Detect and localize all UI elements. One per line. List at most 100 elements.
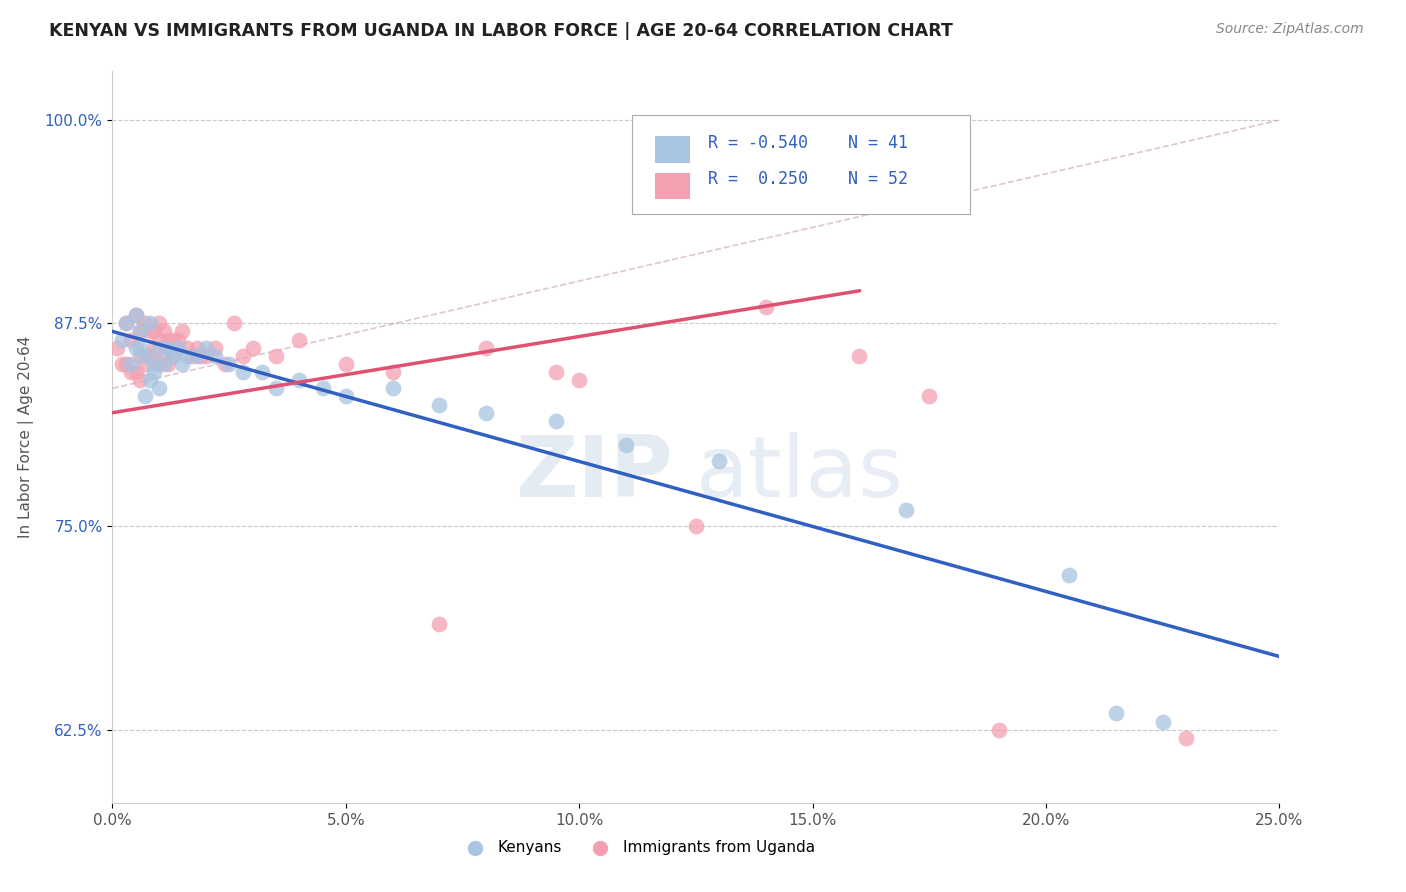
Point (134, 389, 156, 403)
Point (264, 381, 287, 395)
Point (148, 341, 170, 355)
Point (157, 333, 180, 347)
Text: Source: ZipAtlas.com: Source: ZipAtlas.com (1216, 22, 1364, 37)
Point (166, 341, 188, 355)
Point (134, 357, 156, 371)
Point (153, 349, 176, 363)
Point (427, 398, 450, 412)
Point (153, 325, 176, 339)
Point (176, 341, 198, 355)
Point (264, 349, 287, 363)
Point (139, 325, 162, 339)
Point (120, 357, 142, 371)
Point (143, 341, 166, 355)
Point (120, 365, 142, 379)
Point (335, 389, 357, 403)
Point (115, 316, 138, 330)
FancyBboxPatch shape (631, 115, 970, 214)
Y-axis label: In Labor Force | Age 20-64: In Labor Force | Age 20-64 (18, 336, 34, 538)
Point (129, 373, 152, 387)
Point (148, 316, 170, 330)
Point (475, 341, 498, 355)
Point (153, 357, 176, 371)
Legend: Kenyans, Immigrants from Uganda: Kenyans, Immigrants from Uganda (454, 834, 821, 861)
Point (194, 349, 217, 363)
Point (475, 406, 498, 420)
Point (125, 308, 148, 322)
Point (427, 617, 450, 632)
Point (204, 349, 226, 363)
Point (134, 349, 156, 363)
Point (162, 349, 184, 363)
Point (143, 365, 166, 379)
Point (111, 357, 134, 371)
Point (544, 414, 567, 428)
Point (129, 341, 152, 355)
Point (125, 341, 148, 355)
FancyBboxPatch shape (655, 136, 690, 163)
Point (129, 325, 152, 339)
Point (176, 349, 198, 363)
Point (143, 357, 166, 371)
Point (988, 723, 1011, 737)
Point (214, 357, 236, 371)
Point (709, 454, 731, 468)
Text: atlas: atlas (696, 432, 904, 516)
Point (1175, 731, 1198, 745)
Point (180, 349, 202, 363)
Point (111, 333, 134, 347)
Point (139, 316, 162, 330)
Point (157, 357, 180, 371)
Point (232, 349, 254, 363)
Point (120, 333, 142, 347)
Point (194, 341, 217, 355)
Point (190, 349, 212, 363)
Text: R =  0.250    N = 52: R = 0.250 N = 52 (707, 170, 908, 188)
Point (204, 341, 226, 355)
Point (162, 333, 184, 347)
Point (250, 365, 273, 379)
Point (755, 300, 778, 314)
Point (148, 357, 170, 371)
FancyBboxPatch shape (655, 173, 690, 199)
Point (918, 389, 941, 403)
Point (232, 365, 254, 379)
Point (288, 333, 311, 347)
Point (288, 373, 311, 387)
Point (125, 365, 148, 379)
Point (166, 333, 188, 347)
Point (125, 308, 148, 322)
Point (848, 349, 870, 363)
Point (129, 349, 152, 363)
Point (1105, 706, 1128, 721)
Point (129, 325, 152, 339)
Point (222, 316, 245, 330)
Point (148, 333, 170, 347)
Point (568, 373, 591, 387)
Point (186, 349, 208, 363)
Text: KENYAN VS IMMIGRANTS FROM UGANDA IN LABOR FORCE | AGE 20-64 CORRELATION CHART: KENYAN VS IMMIGRANTS FROM UGANDA IN LABO… (49, 22, 953, 40)
Point (115, 316, 138, 330)
Point (186, 341, 208, 355)
Text: ZIP: ZIP (515, 432, 672, 516)
Point (335, 357, 357, 371)
Point (381, 381, 404, 395)
Point (614, 438, 637, 452)
Point (242, 341, 264, 355)
Point (311, 381, 333, 395)
Point (105, 341, 128, 355)
Point (381, 365, 404, 379)
Point (172, 325, 194, 339)
Point (544, 365, 567, 379)
Point (685, 519, 707, 533)
Point (139, 349, 162, 363)
Point (157, 341, 180, 355)
Point (172, 357, 194, 371)
Point (134, 316, 156, 330)
Point (1152, 714, 1174, 729)
Point (143, 325, 166, 339)
Point (115, 357, 138, 371)
Text: R = -0.540    N = 41: R = -0.540 N = 41 (707, 134, 908, 152)
Point (139, 373, 162, 387)
Point (148, 381, 170, 395)
